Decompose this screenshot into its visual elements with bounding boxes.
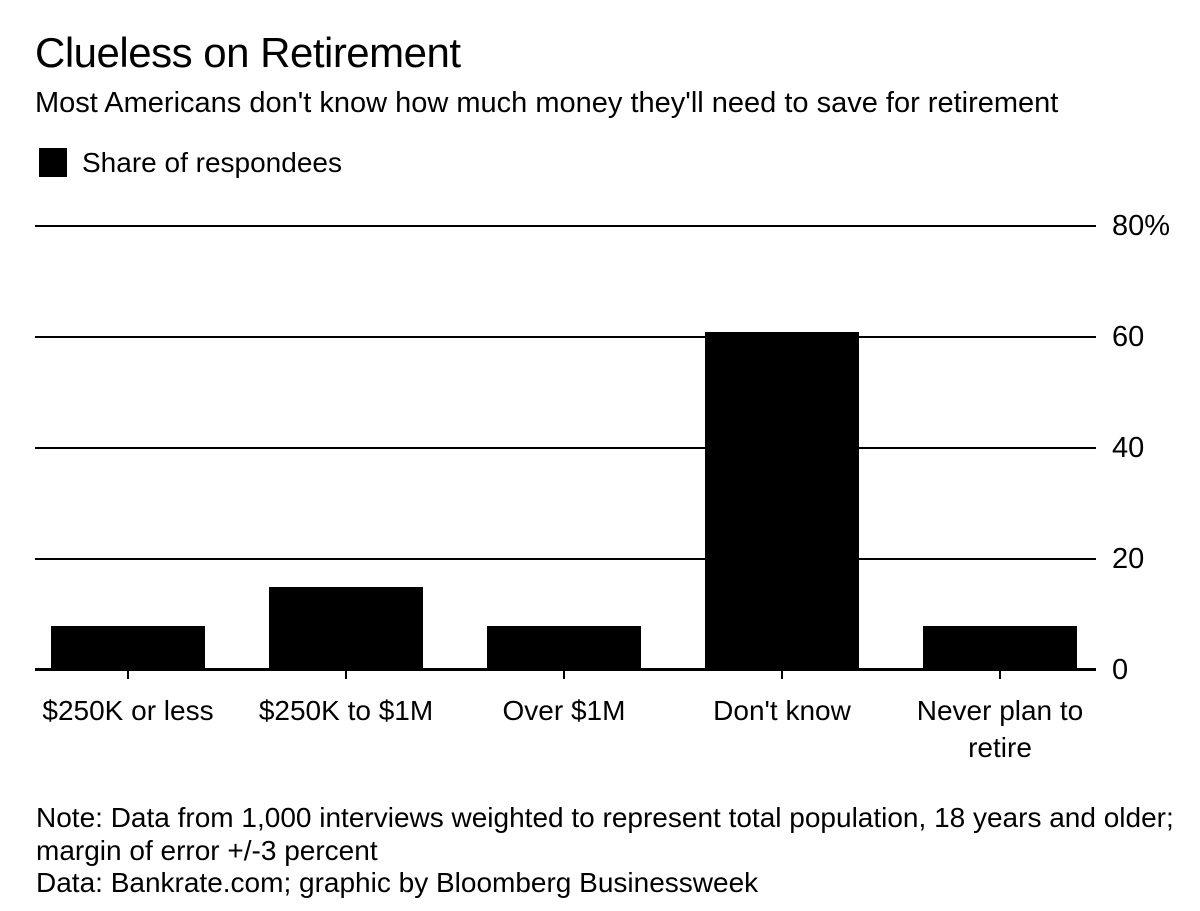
bar (923, 626, 1077, 671)
y-axis-tick-label: 20 (1112, 543, 1145, 575)
legend: Share of respondees (39, 148, 342, 177)
bar (269, 587, 423, 671)
x-axis-tick (345, 671, 347, 679)
x-axis-category-label: Never plan to retire (916, 695, 1084, 763)
note-line-2: margin of error +/-3 percent (36, 834, 378, 866)
x-axis-category-label: Over $1M (502, 695, 626, 726)
x-axis-tick (127, 671, 129, 679)
x-axis-category-label: $250K to $1M (258, 695, 434, 726)
chart-subtitle: Most Americans don't know how much money… (35, 87, 1059, 119)
note-line-1: Note: Data from 1,000 interviews weighte… (36, 802, 1174, 833)
y-axis-tick-label: 0 (1112, 654, 1129, 686)
x-axis-tick (781, 671, 783, 679)
x-axis-tick (999, 671, 1001, 679)
source-line: Data: Bankrate.com; graphic by Bloomberg… (36, 867, 759, 898)
y-axis-tick-label: 80% (1112, 210, 1171, 242)
x-axis-tick (563, 671, 565, 679)
bar (705, 332, 859, 671)
legend-swatch-icon (39, 148, 67, 177)
x-axis-category-label: Don't know (713, 695, 851, 726)
chart-notes: Note: Data from 1,000 interviews weighte… (36, 802, 1186, 900)
bar (487, 626, 641, 671)
bar (51, 626, 205, 671)
y-axis-tick-label: 60 (1112, 321, 1145, 353)
chart-title: Clueless on Retirement (35, 29, 461, 76)
gridline (35, 336, 1096, 338)
y-axis-tick-label: 40 (1112, 432, 1145, 464)
legend-label: Share of respondees (82, 147, 342, 178)
gridline (35, 225, 1096, 227)
gridline (35, 447, 1096, 449)
gridline (35, 558, 1096, 560)
x-axis-category-label: $250K or less (42, 695, 214, 726)
